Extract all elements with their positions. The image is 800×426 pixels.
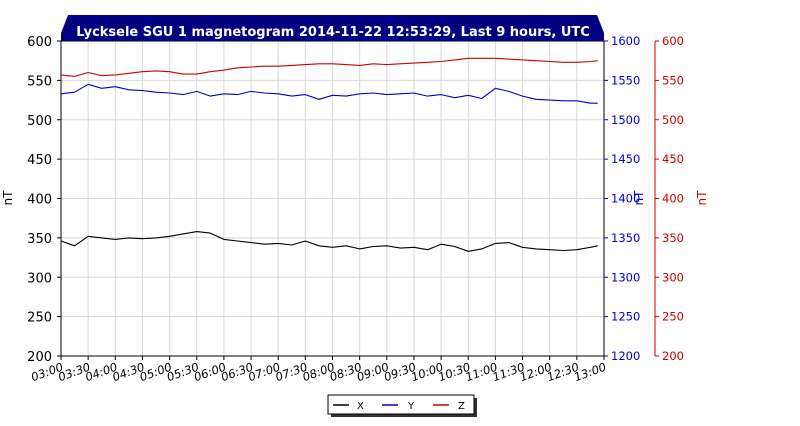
legend-label-x: X: [357, 401, 364, 412]
y-tick-label: 1350: [611, 231, 640, 245]
y-tick-label: 1200: [611, 349, 640, 363]
title-banner: Lycksele SGU 1 magnetogram 2014-11-22 12…: [61, 15, 604, 41]
y-tick-label: 500: [27, 114, 52, 129]
y-tick-label: 1550: [611, 73, 640, 87]
series-line-z: [60, 57, 598, 77]
y-tick-label: 1400: [611, 192, 640, 206]
y-tick-label: 300: [27, 271, 52, 286]
series-line-y: [60, 83, 598, 104]
y-tick-label: 400: [27, 193, 52, 208]
series-line-x: [60, 231, 598, 252]
y-tick-label: 200: [662, 349, 684, 363]
y-tick-label: 500: [662, 113, 684, 127]
legend-label-z: Z: [458, 401, 465, 412]
y-tick-label: 250: [27, 311, 52, 326]
right-axis-label-blue: nT: [632, 190, 646, 206]
legend-box: [327, 394, 475, 415]
x-axis: 03:0003:3004:0004:3005:0005:3006:0006:30…: [29, 356, 608, 384]
y-tick-label: 400: [662, 192, 684, 206]
y-tick-label: 1600: [611, 34, 640, 48]
y-tick-label: 250: [662, 310, 684, 324]
y-tick-label: 550: [662, 73, 684, 87]
y-tick-label: 450: [662, 152, 684, 166]
y-tick-label: 600: [662, 34, 684, 48]
legend-label-y: Y: [407, 401, 415, 412]
y-tick-label: 1500: [611, 113, 640, 127]
x-tick-label: 13:00: [572, 360, 608, 384]
y-tick-label: 200: [27, 350, 52, 365]
grid: [61, 41, 604, 356]
y-tick-label: 600: [27, 35, 52, 50]
y-tick-label: 450: [27, 153, 52, 168]
right-y-axis-red: 200 250 300 350 400 450 500 550 600: [654, 34, 684, 363]
y-tick-label: 550: [27, 74, 52, 89]
chart-title: Lycksele SGU 1 magnetogram 2014-11-22 12…: [76, 25, 590, 40]
y-tick-label: 300: [662, 270, 684, 284]
left-axis-label: nT: [1, 190, 15, 206]
left-y-axis: 200 250 300 350 400 450 500 550 600: [27, 35, 61, 365]
right-axis-label-red: nT: [695, 190, 709, 206]
y-tick-label: 350: [662, 231, 684, 245]
right-y-axis-blue: 1200 1250 1300 1350 1400 1450 1500 1550 1600: [604, 34, 640, 363]
series-lines: [60, 57, 598, 252]
y-tick-label: 1450: [611, 152, 640, 166]
y-tick-label: 1250: [611, 310, 640, 324]
y-tick-label: 1300: [611, 270, 640, 284]
y-tick-label: 350: [27, 232, 52, 247]
legend: X Y Z: [327, 394, 477, 417]
